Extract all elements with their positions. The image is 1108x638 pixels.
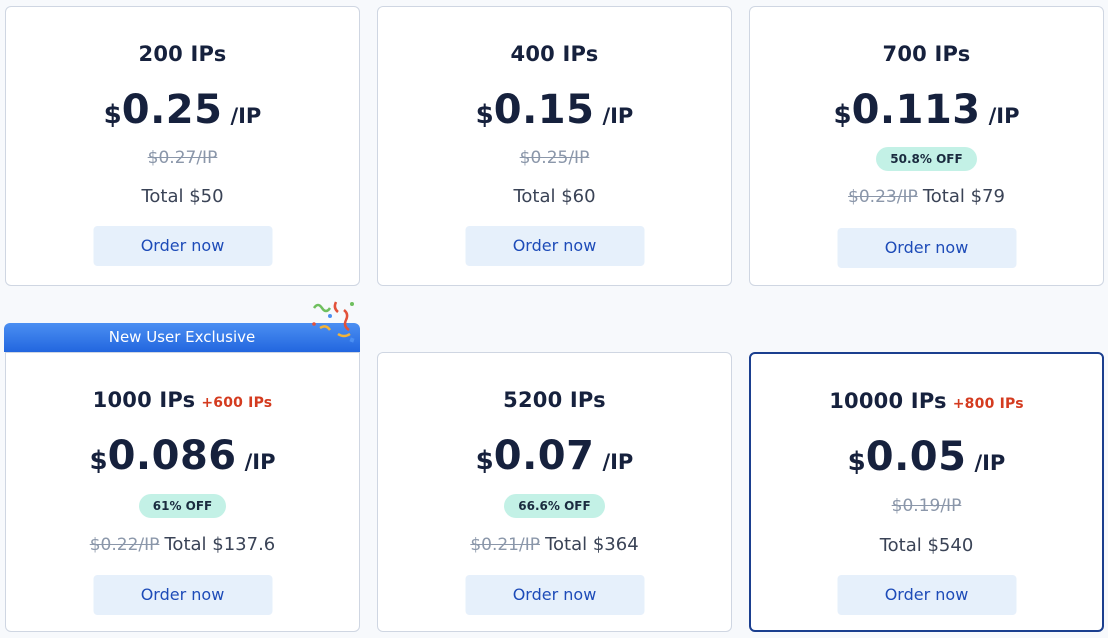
currency-symbol: $ — [89, 446, 108, 476]
total-price: Total $364 — [545, 534, 639, 555]
plan-title: 5200 IPs — [503, 388, 606, 412]
price-unit: /IP — [244, 450, 276, 474]
plan-title: 1000 IPs — [92, 388, 196, 412]
plan-title: 200 IPs — [138, 42, 227, 66]
order-now-button[interactable]: Order now — [465, 226, 644, 266]
price-amount: 0.15 — [493, 87, 595, 133]
plan-title-row: 10000 IPs +800 IPs — [751, 389, 1102, 413]
discount-badge-wrap: 61% OFF — [6, 494, 359, 518]
price-amount: 0.086 — [107, 433, 237, 479]
plan-card-5200[interactable]: 5200 IPs $0.07/IP 66.6% OFF $0.21/IP Tot… — [377, 352, 732, 632]
plan-price: $0.113/IP — [750, 87, 1103, 133]
plan-title: 700 IPs — [882, 42, 971, 66]
confetti-icon — [312, 301, 355, 343]
currency-symbol: $ — [833, 100, 852, 130]
plan-card-700[interactable]: 700 IPs $0.113/IP 50.8% OFF $0.23/IP Tot… — [749, 6, 1104, 286]
currency-symbol: $ — [475, 446, 494, 476]
original-price: $0.21/IP — [470, 535, 540, 555]
price-amount: 0.07 — [493, 433, 595, 479]
discount-badge: 50.8% OFF — [876, 147, 977, 171]
original-price: $0.27/IP — [147, 148, 218, 168]
original-price: $0.19/IP — [891, 496, 962, 516]
plan-price: $0.05/IP — [751, 434, 1102, 480]
total-price: Total $137.6 — [164, 534, 276, 555]
price-line: $0.22/IP Total $137.6 — [6, 534, 359, 555]
total-price: Total $50 — [141, 186, 224, 207]
plan-card-200[interactable]: 200 IPs $0.25/IP $0.27/IP Total $50 Orde… — [5, 6, 360, 286]
price-unit: /IP — [988, 104, 1020, 128]
plan-card-10000[interactable]: 10000 IPs +800 IPs $0.05/IP $0.19/IP Tota… — [749, 352, 1104, 632]
discount-badge: 61% OFF — [138, 494, 227, 518]
total-price: Total $540 — [879, 535, 974, 556]
price-unit: /IP — [602, 450, 634, 474]
plan-card-1000[interactable]: 1000 IPs +600 IPs $0.086/IP 61% OFF $0.22… — [5, 352, 360, 632]
discount-badge: 66.6% OFF — [504, 494, 605, 518]
currency-symbol: $ — [847, 447, 866, 477]
price-amount: 0.113 — [851, 87, 981, 133]
discount-badge-wrap: 50.8% OFF — [750, 147, 1103, 171]
plan-price: $0.25/IP — [6, 87, 359, 133]
new-user-ribbon: New User Exclusive — [4, 323, 360, 352]
bonus-ips: +800 IPs — [952, 396, 1024, 412]
plan-price: $0.15/IP — [378, 87, 731, 133]
plan-title-row: 1000 IPs +600 IPs — [6, 388, 359, 412]
order-now-button[interactable]: Order now — [837, 228, 1016, 268]
bonus-ips: +600 IPs — [201, 395, 273, 411]
order-now-button[interactable]: Order now — [93, 575, 272, 615]
original-price: $0.25/IP — [519, 148, 590, 168]
plan-price: $0.086/IP — [6, 433, 359, 479]
price-line: $0.23/IP Total $79 — [750, 186, 1103, 207]
plan-price: $0.07/IP — [378, 433, 731, 479]
order-now-button[interactable]: Order now — [837, 575, 1016, 615]
discount-badge-wrap: 66.6% OFF — [378, 494, 731, 518]
price-unit: /IP — [602, 104, 634, 128]
price-line: $0.21/IP Total $364 — [378, 534, 731, 555]
plan-title: 400 IPs — [510, 42, 599, 66]
total-price: Total $60 — [513, 186, 596, 207]
order-now-button[interactable]: Order now — [465, 575, 644, 615]
total-price: Total $79 — [922, 186, 1005, 207]
original-price: $0.22/IP — [89, 535, 160, 555]
price-unit: /IP — [974, 451, 1006, 475]
original-price: $0.23/IP — [848, 187, 918, 207]
currency-symbol: $ — [103, 100, 122, 130]
currency-symbol: $ — [475, 100, 494, 130]
plan-title: 10000 IPs — [829, 389, 947, 413]
price-unit: /IP — [230, 104, 262, 128]
price-amount: 0.05 — [865, 434, 967, 480]
order-now-button[interactable]: Order now — [93, 226, 272, 266]
plan-card-400[interactable]: 400 IPs $0.15/IP $0.25/IP Total $60 Orde… — [377, 6, 732, 286]
price-amount: 0.25 — [121, 87, 223, 133]
